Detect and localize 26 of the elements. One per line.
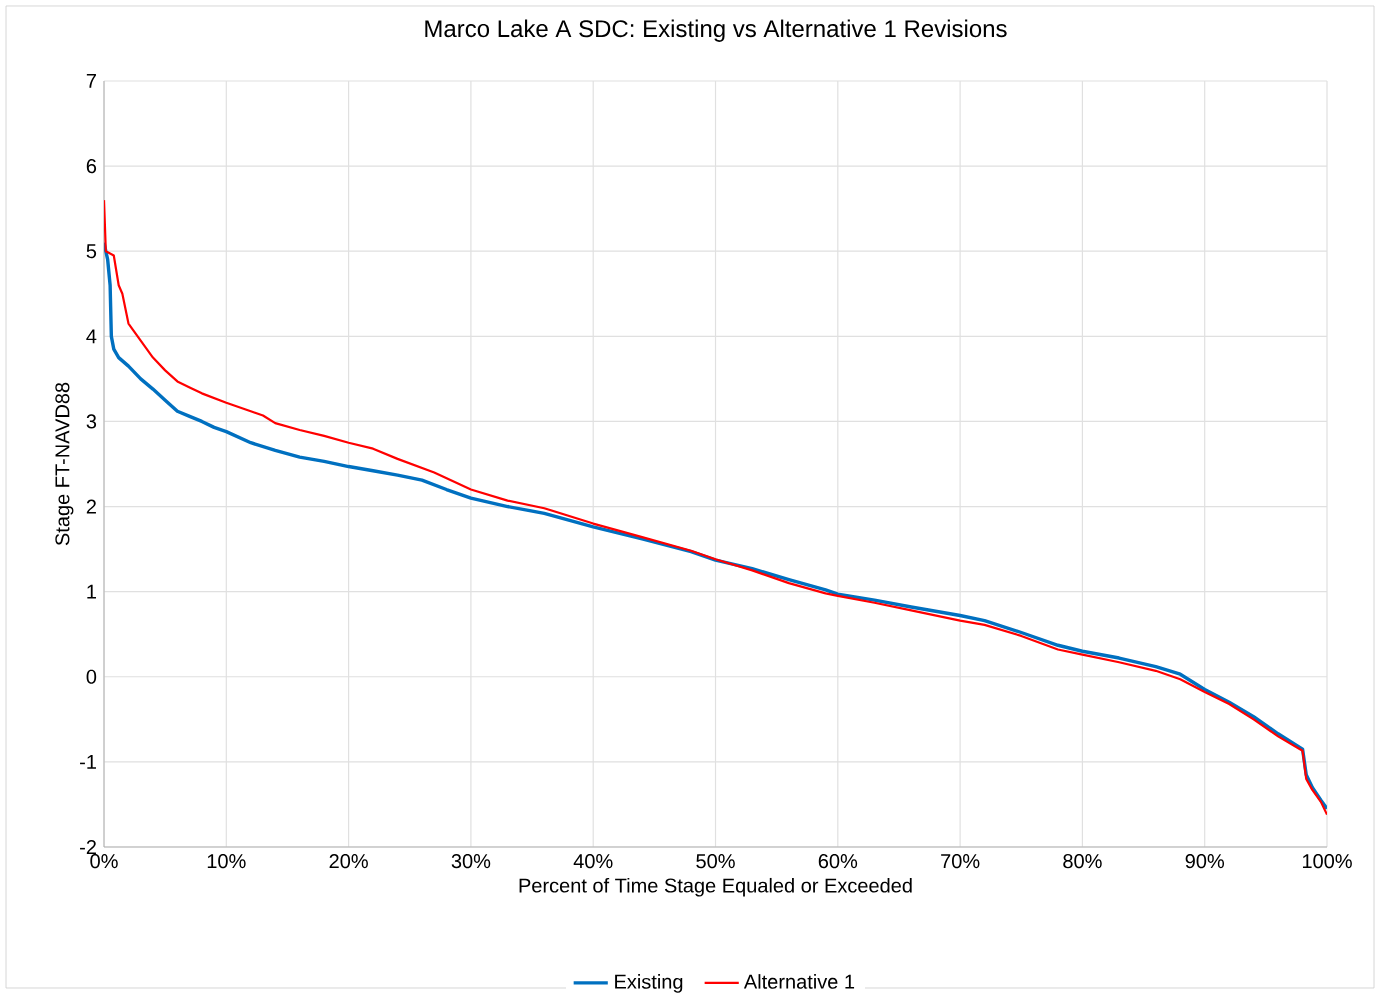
legend-label: Existing [615,974,683,993]
x-tick-label: 70% [941,854,980,869]
x-tick-label: 80% [1063,854,1102,869]
x-tick-label: 100% [1302,854,1352,869]
y-tick-label: 7 [86,74,96,88]
x-tick-label: 0% [90,854,118,869]
y-tick-label: -1 [80,754,96,769]
x-tick-label: 10% [207,854,246,869]
y-axis-title: Stage FT-NAVD88 [55,382,74,546]
x-tick-label: 20% [329,854,368,869]
y-tick-label: 0 [86,669,97,684]
y-tick-label: 4 [86,329,97,344]
x-tick-label: 30% [451,854,491,869]
x-axis-title: Percent of Time Stage Equaled or Exceeded [519,877,912,897]
y-tick-label: 1 [87,584,96,599]
x-tick-label: 60% [818,854,858,869]
y-tick-label: 3 [86,414,97,429]
y-tick-label: -2 [80,840,96,854]
y-tick-label: 6 [86,159,97,174]
chart-title: Marco Lake A SDC: Existing vs Alternative 1 Revisions [425,19,1007,42]
y-tick-label: 5 [86,244,97,259]
legend-label: Alternative 1 [743,974,855,989]
y-tick-label: 2 [86,499,96,514]
x-tick-label: 50% [696,854,735,869]
x-tick-label: 40% [573,854,613,869]
x-tick-label: 90% [1185,854,1225,869]
